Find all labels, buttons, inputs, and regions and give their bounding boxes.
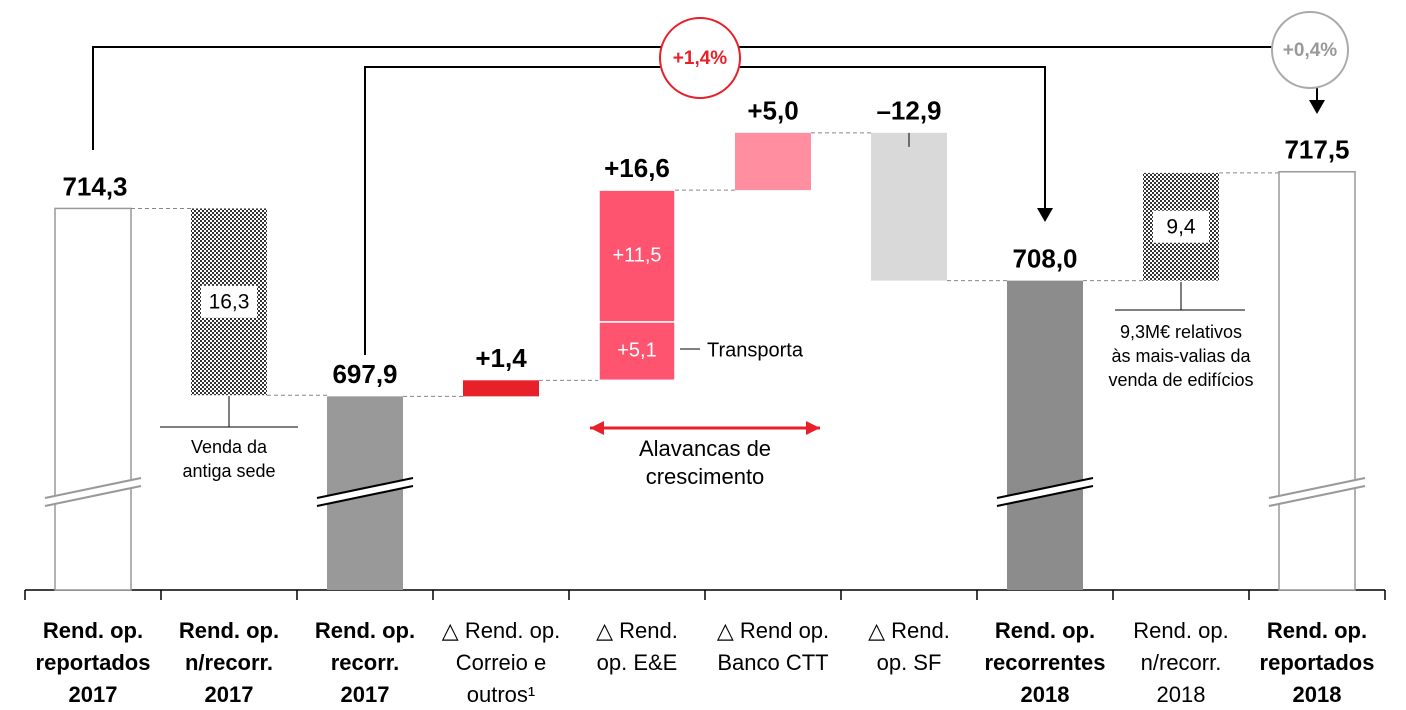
value-label: –12,9: [876, 96, 941, 126]
annotation: Alavancas de crescimento: [639, 436, 771, 489]
bar-segment: [598, 189, 676, 323]
x-tick-label: Rend. op. recorr. 2017: [315, 618, 415, 707]
axis-break: [317, 478, 413, 506]
x-tick-label: △ Rend. op. SF: [868, 618, 950, 675]
axis-break: [45, 478, 141, 506]
arrowhead: [1309, 100, 1325, 114]
bar: [1278, 171, 1356, 591]
axis-break: [316, 477, 414, 499]
arrowhead: [1037, 208, 1053, 222]
label-box: [1153, 210, 1209, 243]
x-tick-label: Rend. op. reportados 2018: [1260, 618, 1375, 707]
axis-break: [1268, 485, 1366, 507]
annotation: 9,3M€ relativos às mais-valias da venda de…: [1108, 322, 1253, 390]
axis-break: [316, 485, 414, 507]
x-tick-label: Rend. op. n/recorr. 2018: [1133, 618, 1228, 707]
x-tick-label: △ Rend. op. Correio e outros¹: [442, 618, 560, 707]
bar-segment: [598, 321, 676, 382]
axis-break: [997, 478, 1093, 506]
value-label: 9,4: [1166, 215, 1196, 238]
label-box: [201, 285, 257, 318]
axis-break: [44, 477, 142, 499]
axis-break: [44, 485, 142, 507]
bar: [54, 207, 132, 591]
value-label: 717,5: [1284, 135, 1349, 165]
x-tick-label: △ Rend. op. E&E: [596, 618, 678, 675]
bar: [1007, 280, 1083, 590]
x-tick-label: △ Rend op. Banco CTT: [717, 618, 829, 675]
growth-badge: [1271, 11, 1349, 89]
growth-label: +0,4%: [1283, 40, 1338, 61]
value-label: 697,9: [332, 359, 397, 389]
value-label: +1,4: [475, 343, 527, 373]
segment-label: +5,1: [617, 339, 656, 361]
segment-name: Transporta: [707, 339, 804, 361]
segment-label: +11,5: [612, 244, 661, 266]
x-tick-label: Rend. op. recorrentes 2018: [984, 618, 1105, 707]
value-label: +16,6: [604, 153, 670, 183]
bar: [463, 380, 539, 397]
growth-badge: [659, 17, 741, 99]
value-label: +5,0: [747, 96, 798, 126]
annotation: Venda da antiga sede: [182, 437, 275, 481]
value-label: 16,3: [209, 290, 250, 313]
axis-break: [996, 477, 1094, 499]
bar: [735, 132, 811, 191]
axis-break: [1269, 478, 1365, 506]
bar: [871, 132, 947, 281]
x-tick-label: Rend. op. reportados 2017: [36, 618, 151, 707]
value-label: 714,3: [62, 171, 127, 201]
axis-break: [1268, 477, 1366, 499]
growth-label: +1,4%: [673, 48, 728, 69]
value-label: 708,0: [1012, 244, 1077, 274]
x-tick-label: Rend. op. n/recorr. 2017: [179, 618, 279, 707]
axis-break: [996, 485, 1094, 507]
